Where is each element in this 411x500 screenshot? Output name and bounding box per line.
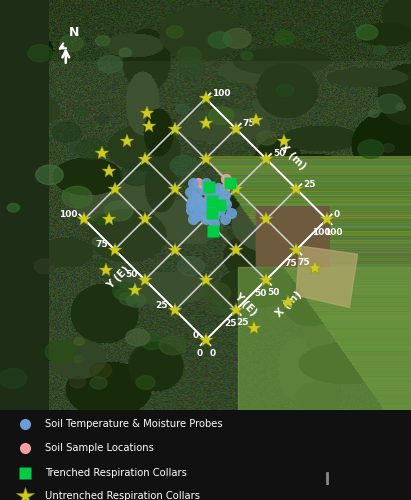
Text: 25: 25: [224, 319, 236, 328]
Ellipse shape: [95, 36, 110, 46]
Ellipse shape: [356, 24, 378, 40]
Text: 75: 75: [297, 258, 310, 267]
Ellipse shape: [90, 377, 107, 389]
Polygon shape: [238, 266, 411, 410]
Text: 50: 50: [273, 150, 286, 158]
Ellipse shape: [376, 94, 403, 114]
Text: 0: 0: [334, 210, 340, 219]
Ellipse shape: [382, 144, 395, 152]
Text: 0: 0: [197, 350, 203, 358]
Polygon shape: [296, 246, 358, 308]
Ellipse shape: [257, 131, 277, 145]
Ellipse shape: [120, 163, 152, 186]
Text: Y (E): Y (E): [232, 291, 259, 318]
Ellipse shape: [211, 300, 232, 315]
Text: 50: 50: [125, 270, 138, 280]
Ellipse shape: [74, 338, 84, 345]
Ellipse shape: [115, 289, 129, 300]
Text: N: N: [69, 26, 79, 39]
Ellipse shape: [95, 260, 104, 267]
Ellipse shape: [153, 200, 163, 207]
Ellipse shape: [224, 28, 251, 48]
Text: 75: 75: [95, 240, 108, 249]
Ellipse shape: [36, 165, 63, 184]
Text: X (m): X (m): [278, 142, 308, 172]
Text: 100: 100: [324, 228, 343, 236]
Text: 50: 50: [267, 288, 279, 297]
Ellipse shape: [277, 84, 294, 96]
Ellipse shape: [177, 46, 201, 64]
Ellipse shape: [45, 341, 76, 362]
Text: Soil Sample Locations: Soil Sample Locations: [45, 444, 154, 454]
Text: 0: 0: [210, 348, 215, 358]
Ellipse shape: [70, 377, 85, 388]
Ellipse shape: [119, 292, 137, 305]
Ellipse shape: [374, 46, 387, 55]
Ellipse shape: [178, 58, 205, 77]
Ellipse shape: [92, 237, 104, 246]
Text: Trenched Respiration Collars: Trenched Respiration Collars: [45, 468, 187, 477]
Text: Y (E): Y (E): [105, 264, 132, 291]
Text: 100: 100: [312, 228, 330, 237]
Text: Soil Temperature & Moisture Probes: Soil Temperature & Moisture Probes: [45, 419, 223, 429]
Ellipse shape: [0, 368, 27, 388]
Ellipse shape: [358, 140, 384, 158]
Ellipse shape: [166, 26, 183, 38]
Text: Untrenched Respiration Collars: Untrenched Respiration Collars: [45, 491, 200, 500]
Text: 100: 100: [59, 210, 77, 219]
Ellipse shape: [127, 294, 145, 307]
Ellipse shape: [60, 35, 83, 51]
Ellipse shape: [35, 259, 55, 274]
Text: 25: 25: [237, 318, 249, 328]
Ellipse shape: [136, 376, 155, 390]
Ellipse shape: [141, 334, 162, 349]
Ellipse shape: [178, 256, 205, 276]
Ellipse shape: [126, 329, 150, 346]
Ellipse shape: [170, 156, 198, 176]
Ellipse shape: [95, 214, 110, 224]
Ellipse shape: [97, 116, 108, 124]
Ellipse shape: [340, 22, 354, 32]
Text: X (m): X (m): [274, 290, 304, 320]
Ellipse shape: [52, 122, 81, 142]
Text: 50: 50: [254, 289, 267, 298]
Ellipse shape: [159, 336, 186, 355]
Text: 100: 100: [212, 89, 231, 98]
Text: 0: 0: [192, 331, 199, 340]
Ellipse shape: [7, 204, 19, 212]
Ellipse shape: [369, 110, 379, 118]
Ellipse shape: [69, 144, 81, 152]
Ellipse shape: [208, 32, 232, 48]
Ellipse shape: [98, 56, 122, 73]
Text: 25: 25: [303, 180, 316, 188]
Ellipse shape: [76, 107, 88, 116]
Ellipse shape: [105, 201, 133, 221]
Ellipse shape: [76, 138, 106, 160]
Ellipse shape: [237, 11, 256, 24]
Ellipse shape: [113, 282, 138, 300]
Ellipse shape: [209, 106, 233, 124]
Text: 75: 75: [284, 258, 297, 268]
Ellipse shape: [28, 44, 52, 62]
Ellipse shape: [396, 104, 405, 110]
Ellipse shape: [275, 30, 294, 44]
Ellipse shape: [176, 104, 189, 114]
Ellipse shape: [241, 52, 253, 60]
Ellipse shape: [62, 186, 92, 208]
Ellipse shape: [201, 282, 231, 303]
Ellipse shape: [74, 356, 83, 362]
Text: 75: 75: [243, 119, 255, 128]
Text: 25: 25: [156, 300, 168, 310]
Ellipse shape: [90, 363, 112, 378]
Ellipse shape: [119, 48, 132, 57]
